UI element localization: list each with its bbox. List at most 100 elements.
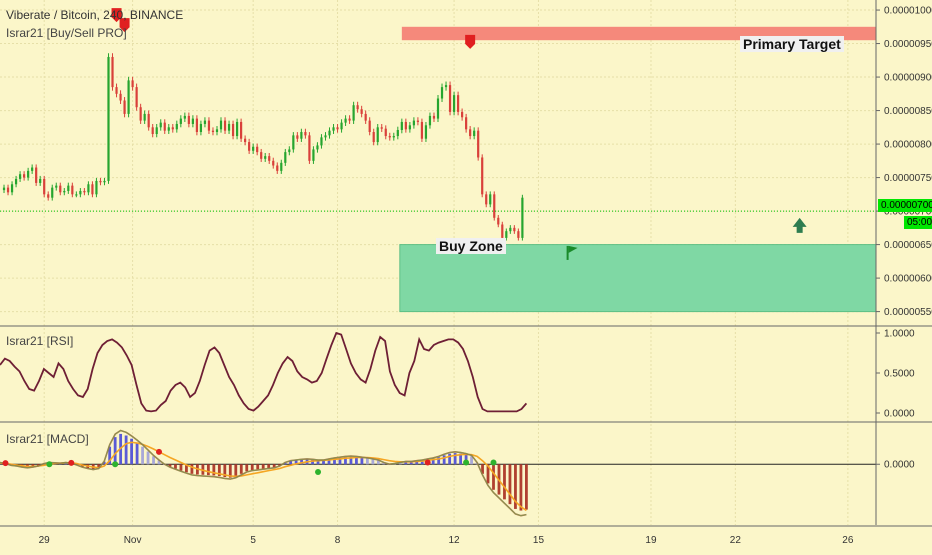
indicator-main-label[interactable]: Israr21 [Buy/Sell PRO] <box>6 26 127 40</box>
rsi-panel: 1.0000 0.5000 0.0000 <box>0 329 915 420</box>
indicator-macd-label[interactable]: Israr21 [MACD] <box>6 432 89 446</box>
macd-histogram-bar <box>371 459 375 465</box>
candle-body <box>227 123 231 131</box>
macd-histogram-bar <box>272 464 276 468</box>
candle-body <box>99 180 102 183</box>
candle-body <box>320 137 323 146</box>
macd-histogram-bar <box>470 456 473 465</box>
candle-body <box>356 105 359 110</box>
countdown-tag: 05:00 <box>904 216 932 229</box>
macd-cross-dot <box>46 461 53 468</box>
rsi-tick-label: 0.5000 <box>884 369 915 380</box>
macd-histogram-bar <box>185 464 188 473</box>
macd-cross-dot <box>156 448 163 455</box>
candle-body <box>175 123 178 130</box>
candle-body <box>436 98 440 119</box>
candle-body <box>489 194 492 205</box>
macd-histogram-bar <box>409 461 413 465</box>
sell-signal-arrow <box>465 34 476 49</box>
price-tick-label: 0.00000800 <box>884 140 932 151</box>
candle-body <box>14 178 18 185</box>
macd-histogram-bar <box>157 460 161 465</box>
time-tick-label: 22 <box>730 535 742 546</box>
macd-line-green <box>0 429 527 517</box>
candle-body <box>119 93 122 101</box>
candle-body <box>400 121 403 130</box>
candle-body <box>420 121 424 139</box>
candle-body <box>465 117 468 130</box>
macd-histogram-bar <box>333 458 336 465</box>
macd-histogram-bar <box>245 464 249 472</box>
macd-cross-dot <box>463 459 470 466</box>
primary-target-label: Primary Target <box>740 36 844 52</box>
candle-body <box>87 184 90 193</box>
candle-body <box>364 113 367 121</box>
candle-body <box>268 156 271 161</box>
candle-body <box>51 187 54 198</box>
macd-cross-dot <box>112 461 119 468</box>
candle-body <box>408 125 411 130</box>
macd-histogram-bar <box>355 457 358 465</box>
candle-body <box>159 122 162 128</box>
candle-body <box>272 160 275 166</box>
candle-body <box>23 174 26 178</box>
rsi-tick-label: 1.0000 <box>884 329 915 340</box>
rsi-line <box>0 331 528 413</box>
candle-body <box>444 85 448 88</box>
time-tick-label: 26 <box>842 535 854 546</box>
candle-body <box>513 227 516 232</box>
candle-body <box>416 120 420 122</box>
macd-histogram-bar <box>124 435 128 465</box>
macd-histogram-bar <box>525 464 528 510</box>
candle-body <box>505 231 508 238</box>
candle-body <box>39 178 42 183</box>
price-tick-label: 0.00000650 <box>884 240 932 251</box>
macd-histogram-bar <box>453 453 457 465</box>
candle-body <box>103 180 106 183</box>
macd-histogram-bar <box>448 453 452 465</box>
price-tick-label: 0.00000950 <box>884 39 932 50</box>
macd-histogram-bar <box>382 462 386 465</box>
candle-body <box>115 87 118 94</box>
candle-body <box>388 136 391 138</box>
time-tick-label: 19 <box>645 535 657 546</box>
macd-histogram-bar <box>179 464 183 471</box>
candle-body <box>187 115 190 124</box>
candle-body <box>292 135 295 150</box>
candle-body <box>296 135 299 139</box>
candle-body <box>380 127 383 129</box>
macd-histogram-bar <box>481 464 484 474</box>
macd-histogram-bar <box>108 446 112 465</box>
candle-body <box>143 113 146 121</box>
candle-body <box>452 95 456 112</box>
macd-tick-label: 0.0000 <box>884 460 915 471</box>
candle-body <box>461 111 464 118</box>
price-tick-label: 0.00000700 <box>884 207 932 218</box>
candle-body <box>191 118 194 124</box>
macd-histogram-bar <box>398 462 402 465</box>
candle-body <box>284 152 287 163</box>
candle-body <box>195 118 199 133</box>
candle-body <box>368 120 371 133</box>
macd-histogram-bar <box>212 464 216 476</box>
macd-cross-dot <box>490 459 497 466</box>
macd-histogram-bar <box>376 460 380 465</box>
indicator-rsi-label[interactable]: Israr21 [RSI] <box>6 334 74 348</box>
candle-body <box>107 56 110 181</box>
macd-signal-line <box>0 441 527 512</box>
candle-body <box>280 162 283 171</box>
candle-body <box>135 87 138 108</box>
candle-body <box>328 130 331 136</box>
candle-body <box>111 56 114 88</box>
candle-body <box>18 174 22 179</box>
candle-body <box>276 165 279 171</box>
candle-body <box>412 120 415 126</box>
signal-markers <box>111 8 807 260</box>
candle-body <box>215 129 219 133</box>
candle-body <box>252 146 255 151</box>
candle-body <box>248 142 251 151</box>
candle-body <box>428 115 432 126</box>
candle-body <box>324 135 327 138</box>
macd-histogram-bar <box>459 453 463 465</box>
